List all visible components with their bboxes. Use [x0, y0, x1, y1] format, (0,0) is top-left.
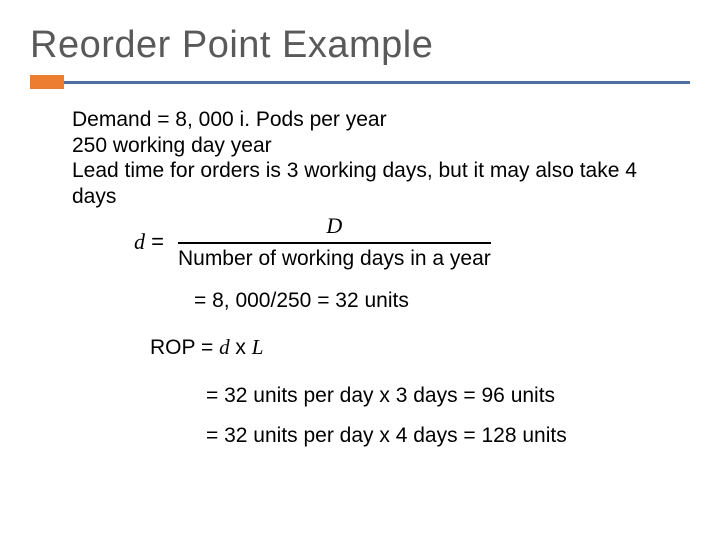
lead-line-2: 250 working day year — [72, 133, 670, 159]
rule-accent-block — [30, 75, 64, 89]
rop-prefix: ROP = — [150, 336, 219, 359]
equals-sign: = — [145, 229, 164, 254]
fraction: D Number of working days in a year — [178, 213, 491, 271]
title-rule — [30, 75, 690, 89]
calc-d-value: = 8, 000/250 = 32 units — [72, 288, 670, 314]
var-d: d — [134, 229, 145, 254]
calc-rop-3days: = 32 units per day x 3 days = 96 units — [72, 383, 670, 409]
equation-d: d = D Number of working days in a year — [72, 213, 670, 271]
equation-lhs: d = — [134, 229, 164, 256]
slide-title: Reorder Point Example — [30, 24, 690, 67]
problem-statement: Demand = 8, 000 i. Pods per year 250 wor… — [72, 107, 670, 209]
slide: Reorder Point Example Demand = 8, 000 i.… — [0, 0, 720, 540]
lead-line-3: Lead time for orders is 3 working days, … — [72, 158, 670, 209]
rule-line — [30, 81, 690, 84]
var-L-italic: L — [252, 335, 264, 359]
fraction-denominator: Number of working days in a year — [178, 244, 491, 272]
fraction-numerator: D — [206, 213, 462, 242]
rop-formula: ROP = d x L — [72, 335, 670, 361]
rop-times: x — [230, 336, 252, 359]
calc-rop-4days: = 32 units per day x 4 days = 128 units — [72, 423, 670, 449]
slide-body: Demand = 8, 000 i. Pods per year 250 wor… — [30, 107, 690, 448]
var-d-italic: d — [219, 335, 230, 359]
lead-line-1: Demand = 8, 000 i. Pods per year — [72, 107, 670, 133]
